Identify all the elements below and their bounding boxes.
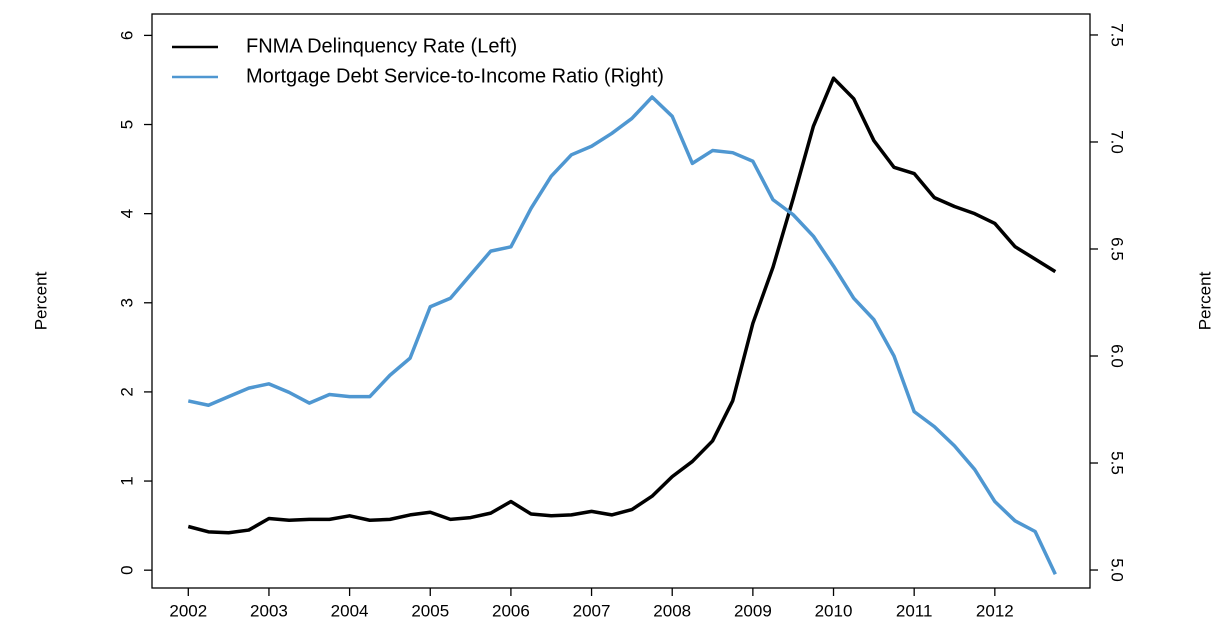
plot-frame (151, 13, 1091, 589)
y2-tick-label: 6.0 (1108, 344, 1127, 368)
y-tick-label: 3 (117, 298, 136, 307)
y2-tick-label: 7.5 (1108, 23, 1127, 47)
legend-label: FNMA Delinquency Rate (Left) (246, 35, 517, 57)
x-tick-label: 2007 (573, 601, 611, 620)
y-tick-label: 1 (117, 476, 136, 485)
y2-axis-title: Percent (1195, 271, 1214, 330)
y2-tick-label: 5.0 (1108, 558, 1127, 582)
x-tick-label: 2011 (896, 601, 933, 620)
y2-tick-label: 5.5 (1108, 451, 1127, 475)
series-line (187, 76, 1057, 535)
x-tick-label: 2002 (169, 601, 207, 620)
x-tick-label: 2004 (331, 601, 369, 620)
x-tick-label: 2006 (492, 601, 530, 620)
legend-label: Mortgage Debt Service-to-Income Ratio (R… (246, 65, 664, 87)
x-tick-label: 2010 (815, 601, 853, 620)
y-tick-label: 4 (117, 209, 136, 218)
y2-tick-label: 6.5 (1108, 237, 1127, 261)
x-tick-label: 2012 (976, 601, 1014, 620)
x-tick-label: 2003 (250, 601, 288, 620)
y-axis-title: Percent (31, 271, 50, 330)
y-tick-label: 5 (117, 120, 136, 129)
x-tick-label: 2005 (411, 601, 449, 620)
x-tick-label: 2008 (653, 601, 691, 620)
y-tick-label: 6 (117, 31, 136, 40)
y-tick-label: 0 (117, 565, 136, 574)
x-tick-label: 2009 (734, 601, 772, 620)
y2-tick-label: 7.0 (1108, 130, 1127, 154)
y-tick-label: 2 (117, 387, 136, 396)
series-line (187, 95, 1057, 576)
